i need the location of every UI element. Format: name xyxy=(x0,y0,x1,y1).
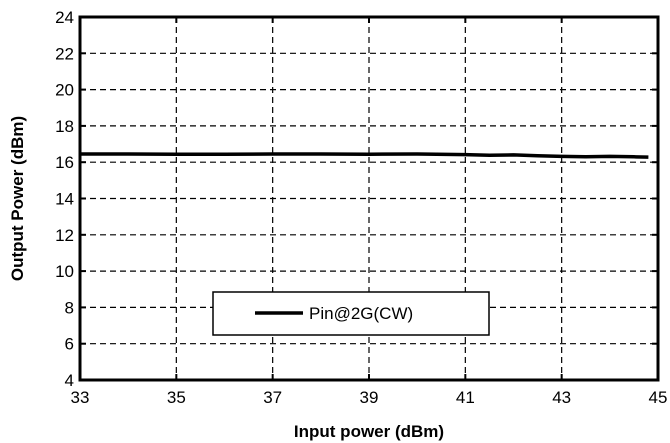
legend-label: Pin@2G(CW) xyxy=(309,304,413,323)
x-tick-label: 33 xyxy=(71,388,90,407)
y-tick-label: 20 xyxy=(55,81,74,100)
y-tick-label: 22 xyxy=(55,44,74,63)
x-tick-label: 39 xyxy=(360,388,379,407)
y-tick-label: 16 xyxy=(55,153,74,172)
y-tick-label: 18 xyxy=(55,117,74,136)
grid-lines xyxy=(80,17,658,380)
y-tick-label: 10 xyxy=(55,262,74,281)
y-tick-label: 8 xyxy=(65,298,74,317)
y-tick-label: 12 xyxy=(55,226,74,245)
series-line xyxy=(80,152,649,159)
x-tick-label: 43 xyxy=(552,388,571,407)
series-layer xyxy=(80,152,649,159)
x-tick-label: 41 xyxy=(456,388,475,407)
x-tick-label: 45 xyxy=(649,388,668,407)
x-tick-label: 37 xyxy=(263,388,282,407)
y-tick-labels: 4 6 8 10 12 14 16 18 20 22 24 xyxy=(55,8,74,390)
y-tick-label: 6 xyxy=(65,335,74,354)
x-tick-labels: 33 35 37 39 41 43 45 xyxy=(71,388,668,407)
x-axis-title: Input power (dBm) xyxy=(294,422,444,441)
x-tick-label: 35 xyxy=(167,388,186,407)
legend: Pin@2G(CW) xyxy=(212,291,490,336)
y-tick-label: 24 xyxy=(55,8,74,27)
axis-ticks xyxy=(79,16,659,381)
y-axis-title: Output Power (dBm) xyxy=(8,116,27,281)
y-tick-label: 14 xyxy=(55,190,74,209)
y-tick-label: 4 xyxy=(65,371,74,390)
